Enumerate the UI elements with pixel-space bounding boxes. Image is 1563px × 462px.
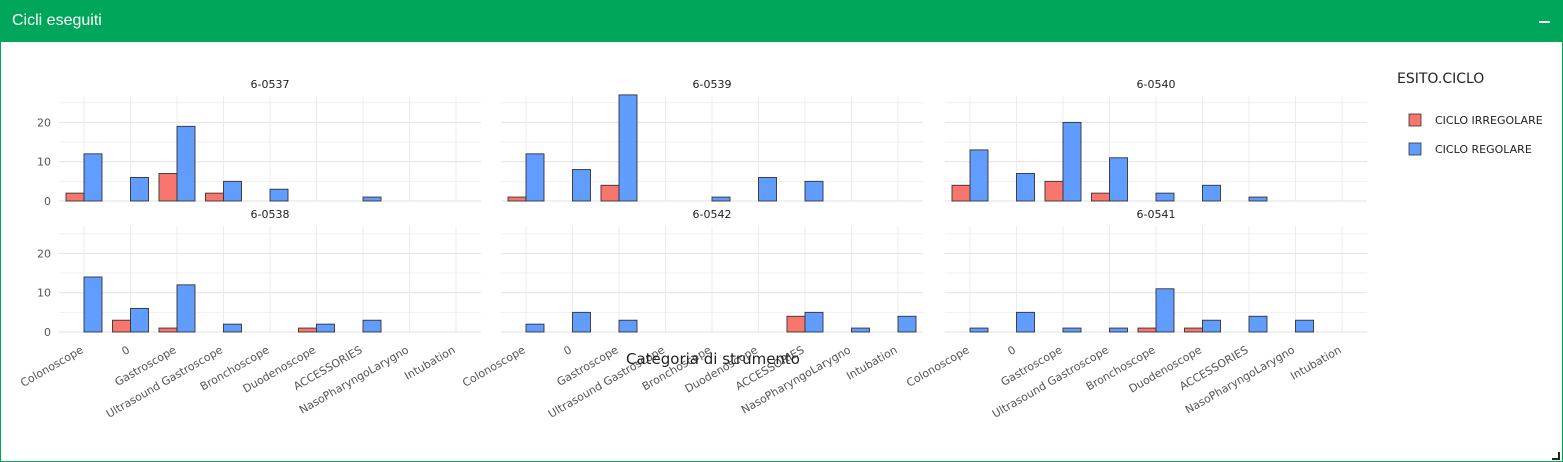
bar[interactable] (362, 196, 382, 202)
legend-item-irregolare[interactable]: CICLO IRREGOLARE (1408, 113, 1543, 127)
bar[interactable] (158, 327, 178, 333)
bar[interactable] (223, 180, 242, 202)
bar[interactable] (804, 180, 824, 202)
facet-title: 6-0537 (251, 78, 290, 91)
bar[interactable] (1016, 311, 1035, 333)
resize-handle[interactable] (1552, 452, 1560, 460)
facet-title: 6-0542 (693, 208, 732, 221)
bar[interactable] (711, 196, 731, 202)
x-tick-label: 0 (1005, 343, 1018, 358)
y-tick-label: 0 (44, 195, 51, 208)
bar[interactable] (1109, 327, 1128, 333)
bar[interactable] (130, 307, 149, 333)
legend-swatch-irregolare (1408, 113, 1422, 127)
bar[interactable] (362, 319, 382, 333)
y-tick-label: 20 (37, 116, 51, 129)
x-tick-label: Colonoscope (18, 343, 85, 389)
y-tick-label: 20 (37, 247, 51, 260)
x-axis-title: Categoria di strumento (626, 350, 800, 368)
legend-label-regolare: CICLO REGOLARE (1435, 143, 1532, 156)
bar[interactable] (298, 327, 317, 333)
bar[interactable] (1016, 173, 1035, 202)
facet-title: 6-0539 (693, 78, 732, 91)
bar[interactable] (176, 284, 196, 333)
bar[interactable] (1295, 319, 1314, 333)
bar[interactable] (1137, 327, 1157, 333)
bar[interactable] (1062, 121, 1082, 202)
bar[interactable] (83, 276, 103, 333)
bar[interactable] (1184, 327, 1203, 333)
bar[interactable] (176, 125, 196, 202)
bar[interactable] (269, 188, 289, 202)
bar[interactable] (1044, 180, 1064, 202)
bar[interactable] (1155, 192, 1175, 202)
x-tick-label: 0 (561, 343, 574, 358)
bar[interactable] (130, 176, 149, 202)
x-tick-label: Intubation (1288, 343, 1343, 382)
bar[interactable] (572, 169, 591, 202)
panel-header: Cicli eseguiti (1, 1, 1562, 42)
bar[interactable] (112, 319, 131, 333)
facet-title: 6-0541 (1137, 208, 1176, 221)
bar[interactable] (758, 176, 777, 202)
bar[interactable] (804, 311, 824, 333)
facet-title: 6-0540 (1137, 78, 1176, 91)
bar[interactable] (600, 184, 620, 202)
bar[interactable] (1155, 288, 1175, 333)
x-tick-label: Intubation (402, 343, 457, 382)
bar[interactable] (951, 184, 971, 202)
bar[interactable] (1248, 315, 1268, 333)
bar[interactable] (205, 192, 224, 202)
bar[interactable] (969, 327, 989, 333)
bar[interactable] (316, 323, 335, 333)
x-tick-label: 0 (119, 343, 132, 358)
bar[interactable] (525, 153, 545, 202)
legend-title: ESITO.CICLO (1397, 71, 1484, 87)
bar[interactable] (1109, 157, 1128, 202)
bar[interactable] (1202, 319, 1221, 333)
bar[interactable] (223, 323, 242, 333)
bar[interactable] (897, 315, 917, 333)
bar[interactable] (1202, 184, 1221, 202)
y-tick-label: 10 (37, 287, 51, 300)
facet-title: 6-0538 (251, 208, 290, 221)
bar[interactable] (525, 323, 545, 333)
label-layer: 6-0537 0 10 20 6-0539 6-0540 6-0538 0 10 20 Colono… (18, 78, 1343, 421)
minus-icon (1539, 21, 1550, 23)
y-tick-label: 0 (44, 326, 51, 339)
bar[interactable] (1091, 192, 1110, 202)
x-tick-label: Colonoscope (460, 343, 527, 389)
collapse-button[interactable] (1535, 9, 1555, 33)
bar[interactable] (618, 94, 638, 202)
legend-swatch-regolare (1408, 142, 1422, 156)
faceted-bar-chart: 6-0537 0 10 20 6-0539 6-0540 6-0538 0 10 20 Colono… (18, 71, 1543, 421)
panel-title: Cicli eseguiti (12, 12, 102, 29)
legend-label-irregolare: CICLO IRREGOLARE (1435, 114, 1543, 127)
bar[interactable] (618, 319, 638, 333)
bar[interactable] (786, 315, 806, 333)
x-tick-label: Colonoscope (904, 343, 971, 389)
bar[interactable] (1062, 327, 1082, 333)
legend-item-regolare[interactable]: CICLO REGOLARE (1408, 142, 1532, 156)
bar[interactable] (572, 311, 591, 333)
y-tick-label: 10 (37, 156, 51, 169)
bar[interactable] (65, 192, 85, 202)
bar[interactable] (83, 153, 103, 202)
bar[interactable] (158, 173, 178, 202)
x-tick-label: Intubation (844, 343, 899, 382)
bar[interactable] (507, 196, 527, 202)
bar[interactable] (969, 149, 989, 202)
bar[interactable] (851, 327, 870, 333)
bar[interactable] (1248, 196, 1268, 202)
bar-layer (65, 94, 1314, 333)
